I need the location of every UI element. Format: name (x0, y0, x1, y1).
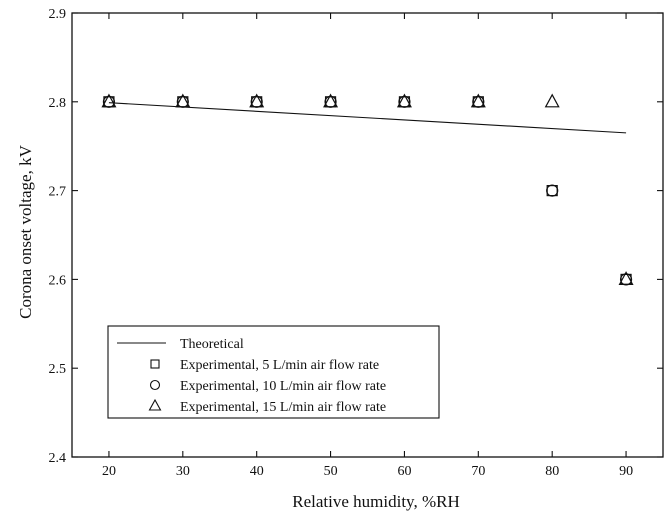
legend-label: Experimental, 5 L/min air flow rate (180, 358, 379, 373)
y-tick-label: 2.5 (49, 362, 67, 377)
axes (71, 12, 664, 458)
x-tick-label: 30 (176, 464, 190, 479)
legend-item: Experimental, 5 L/min air flow rate (150, 358, 379, 373)
legend-square-swatch (150, 359, 160, 369)
legend-item: Theoretical (117, 337, 244, 352)
x-tick-label: 90 (619, 464, 633, 479)
legend: Theoretical Experimental, 5 L/min air flo… (107, 325, 440, 419)
series-circle (102, 95, 633, 286)
legend-label: Experimental, 15 L/min air flow rate (180, 400, 386, 415)
x-tick-label: 40 (250, 464, 264, 479)
x-axis-title: Relative humidity, %RH (292, 492, 459, 511)
legend-label: Theoretical (180, 337, 244, 352)
series-square (103, 96, 632, 285)
ticks: 20 30 40 50 60 70 80 90 2.4 2.5 2.6 2.7 2.8 2.9 (49, 7, 663, 479)
series-triangle (101, 93, 634, 285)
triangle-point (470, 93, 486, 108)
y-tick-label: 2.8 (49, 96, 67, 111)
x-tick-label: 80 (545, 464, 559, 479)
legend-item: Experimental, 10 L/min air flow rate (149, 379, 386, 394)
y-tick-label: 2.4 (49, 451, 67, 466)
x-tick-label: 60 (397, 464, 411, 479)
legend-item: Experimental, 15 L/min air flow rate (148, 398, 386, 415)
triangle-point (396, 93, 412, 108)
series-line (108, 102, 627, 134)
triangle-point (544, 93, 560, 108)
x-tick-label: 20 (102, 464, 116, 479)
circle-point (546, 184, 559, 197)
triangle-point (249, 93, 265, 108)
triangle-point (323, 93, 339, 108)
legend-label: Experimental, 10 L/min air flow rate (180, 379, 386, 394)
plot-frame (71, 12, 664, 458)
legend-triangle-swatch (148, 398, 162, 411)
x-tick-label: 70 (471, 464, 485, 479)
theoretical-line (108, 102, 627, 134)
y-axis-title: Corona onset voltage, kV (16, 144, 35, 318)
y-tick-label: 2.7 (49, 185, 67, 200)
x-tick-label: 50 (324, 464, 338, 479)
legend-box (107, 325, 440, 419)
plot-series (101, 93, 634, 286)
legend-circle-swatch (149, 379, 161, 391)
y-tick-label: 2.6 (49, 273, 67, 288)
triangle-point (101, 93, 117, 108)
y-tick-label: 2.9 (49, 7, 67, 22)
triangle-point (175, 93, 191, 108)
triangle-point (618, 271, 634, 285)
